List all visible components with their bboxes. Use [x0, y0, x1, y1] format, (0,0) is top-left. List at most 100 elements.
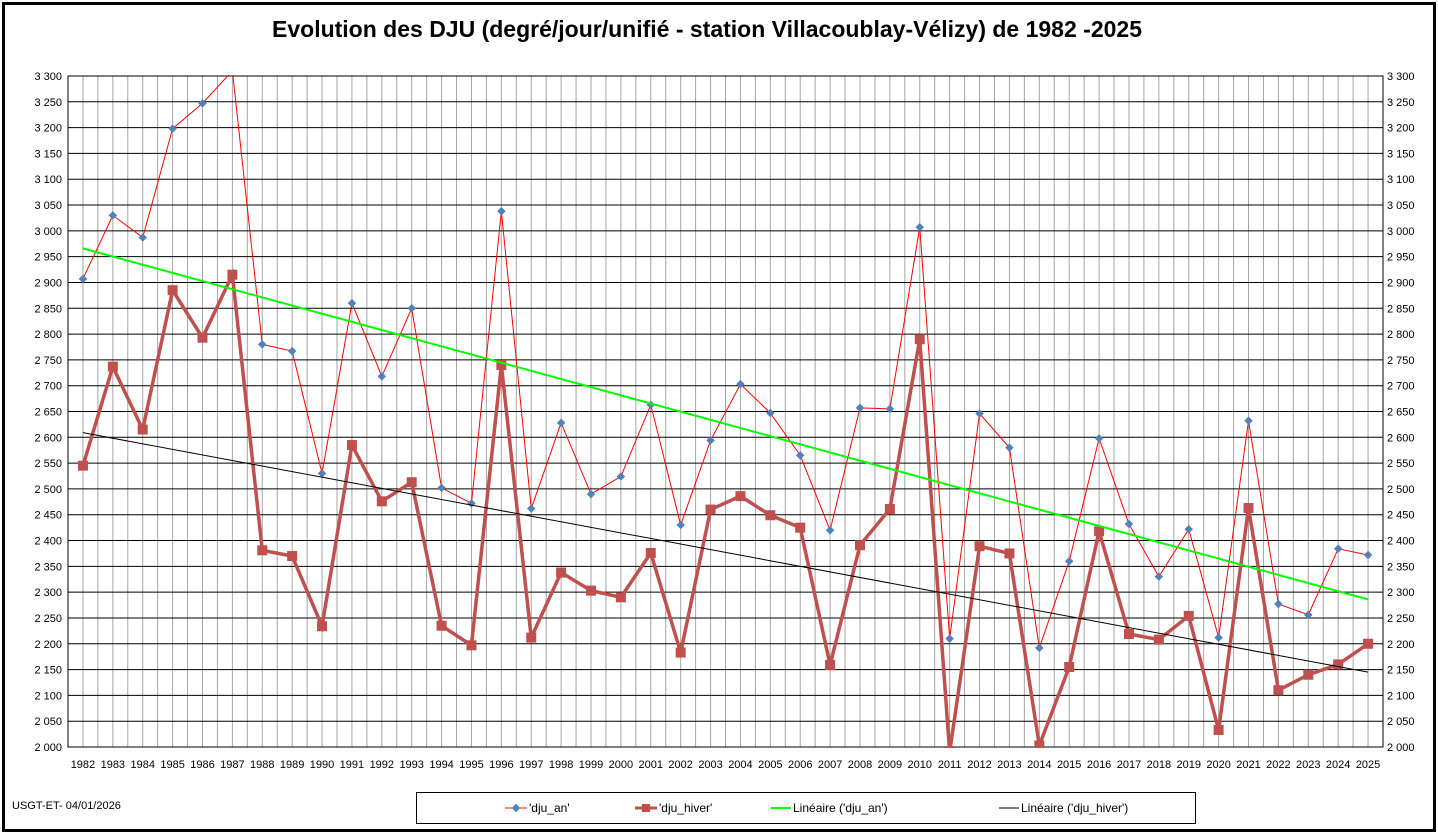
data-point-dju-an — [108, 211, 118, 220]
data-point-dju-an — [855, 403, 865, 413]
y-tick-label-right: 2 850 — [1387, 303, 1415, 315]
y-tick-label-right: 2 750 — [1387, 355, 1415, 367]
x-tick-label: 1985 — [160, 759, 184, 771]
legend-label: 'dju_hiver' — [659, 801, 713, 815]
x-tick-label: 2009 — [878, 759, 902, 771]
x-tick-label: 1983 — [101, 759, 125, 771]
legend-label: Linéaire ('dju_an') — [793, 801, 888, 815]
data-point-dju-hiver — [1123, 628, 1134, 639]
x-tick-label: 1995 — [459, 759, 483, 771]
y-tick-label-right: 3 100 — [1387, 174, 1415, 186]
data-point-dju-hiver — [227, 269, 238, 280]
data-point-dju-an — [1333, 544, 1343, 554]
legend-line-icon — [771, 807, 791, 809]
y-tick-label-right: 2 400 — [1387, 536, 1415, 548]
data-point-dju-hiver — [705, 504, 716, 515]
y-tick-label-right: 2 000 — [1387, 742, 1415, 754]
x-tick-label: 2001 — [639, 759, 663, 771]
y-tick-label-right: 2 900 — [1387, 277, 1415, 289]
x-tick-label: 2024 — [1326, 759, 1350, 771]
x-tick-label: 2008 — [848, 759, 872, 771]
data-point-dju-an — [1184, 524, 1193, 534]
y-tick-label-left: 3 200 — [34, 123, 62, 135]
plot-border — [67, 75, 1384, 748]
data-point-dju-an — [586, 489, 596, 499]
data-point-dju-hiver — [1333, 659, 1344, 670]
data-point-dju-an — [975, 409, 984, 418]
x-tick-label: 1991 — [340, 759, 364, 771]
data-point-dju-an — [1244, 416, 1253, 426]
data-point-dju-hiver — [107, 361, 118, 372]
data-point-dju-hiver — [257, 545, 268, 556]
data-point-dju-an — [1035, 643, 1044, 653]
data-point-dju-hiver — [466, 640, 477, 651]
y-tick-label-right: 3 200 — [1387, 123, 1415, 135]
x-tick-label: 2019 — [1176, 759, 1200, 771]
legend-item-dju-an: 'dju_an' — [505, 801, 570, 815]
data-point-dju-an — [258, 340, 267, 349]
x-tick-label: 2025 — [1356, 759, 1380, 771]
x-tick-label: 2005 — [758, 759, 782, 771]
y-tick-label-left: 2 550 — [34, 458, 62, 470]
x-tick-label: 2004 — [728, 759, 752, 771]
y-tick-label-left: 2 150 — [34, 665, 62, 677]
data-point-dju-an — [347, 298, 357, 308]
data-point-dju-an — [1363, 550, 1373, 560]
data-point-dju-hiver — [1183, 610, 1194, 621]
x-tick-label: 2020 — [1206, 759, 1230, 771]
y-tick-label-left: 2 050 — [34, 716, 62, 728]
legend-line-icon — [999, 807, 1019, 809]
y-tick-label-left: 2 400 — [34, 536, 62, 548]
data-point-dju-hiver — [735, 491, 746, 502]
data-point-dju-an — [766, 408, 775, 418]
x-tick-label: 1987 — [220, 759, 244, 771]
data-point-dju-hiver — [406, 477, 417, 488]
data-point-dju-an — [437, 483, 446, 493]
x-tick-label: 1993 — [399, 759, 423, 771]
y-tick-label-left: 2 000 — [34, 742, 62, 754]
x-tick-label: 2010 — [908, 759, 932, 771]
data-point-dju-hiver — [854, 540, 865, 551]
data-point-dju-an — [945, 634, 954, 643]
data-point-dju-hiver — [765, 510, 776, 521]
data-point-dju-an — [736, 379, 745, 389]
y-tick-label-left: 2 700 — [34, 381, 62, 393]
y-tick-label-left: 3 150 — [34, 148, 62, 160]
data-point-dju-an — [676, 520, 685, 530]
data-point-dju-hiver — [317, 621, 328, 632]
y-tick-label-right: 3 150 — [1387, 148, 1415, 160]
y-tick-label-right: 2 650 — [1387, 407, 1415, 419]
y-tick-label-right: 2 950 — [1387, 252, 1415, 264]
y-tick-label-right: 2 150 — [1387, 665, 1415, 677]
data-point-dju-hiver — [1213, 724, 1224, 735]
y-tick-label-left: 2 950 — [34, 252, 62, 264]
x-tick-label: 2003 — [698, 759, 722, 771]
footer-note: USGT-ET- 04/01/2026 — [12, 800, 121, 812]
y-tick-label-right: 2 800 — [1387, 329, 1415, 341]
data-point-dju-an — [497, 206, 506, 216]
data-point-dju-an — [168, 124, 177, 133]
data-point-dju-an — [1304, 610, 1313, 620]
data-point-dju-an — [78, 274, 88, 284]
legend-label: Linéaire ('dju_hiver') — [1021, 801, 1129, 815]
y-tick-label-left: 2 250 — [34, 613, 62, 625]
y-tick-label-left: 2 800 — [34, 329, 62, 341]
data-point-dju-hiver — [376, 496, 387, 507]
data-point-dju-an — [317, 469, 327, 478]
y-tick-label-left: 3 250 — [34, 97, 62, 109]
data-point-dju-hiver — [974, 541, 985, 552]
x-tick-label: 2007 — [818, 759, 842, 771]
x-tick-label: 1988 — [250, 759, 274, 771]
x-tick-label: 2006 — [788, 759, 812, 771]
data-point-dju-hiver — [825, 659, 836, 670]
data-point-dju-hiver — [1243, 503, 1254, 514]
x-tick-label: 2022 — [1266, 759, 1290, 771]
y-tick-label-left: 2 600 — [34, 432, 62, 444]
data-point-dju-hiver — [287, 551, 298, 562]
data-point-dju-hiver — [675, 647, 686, 658]
data-point-dju-an — [556, 418, 566, 428]
data-point-dju-hiver — [556, 567, 567, 578]
data-point-dju-hiver — [496, 360, 507, 371]
